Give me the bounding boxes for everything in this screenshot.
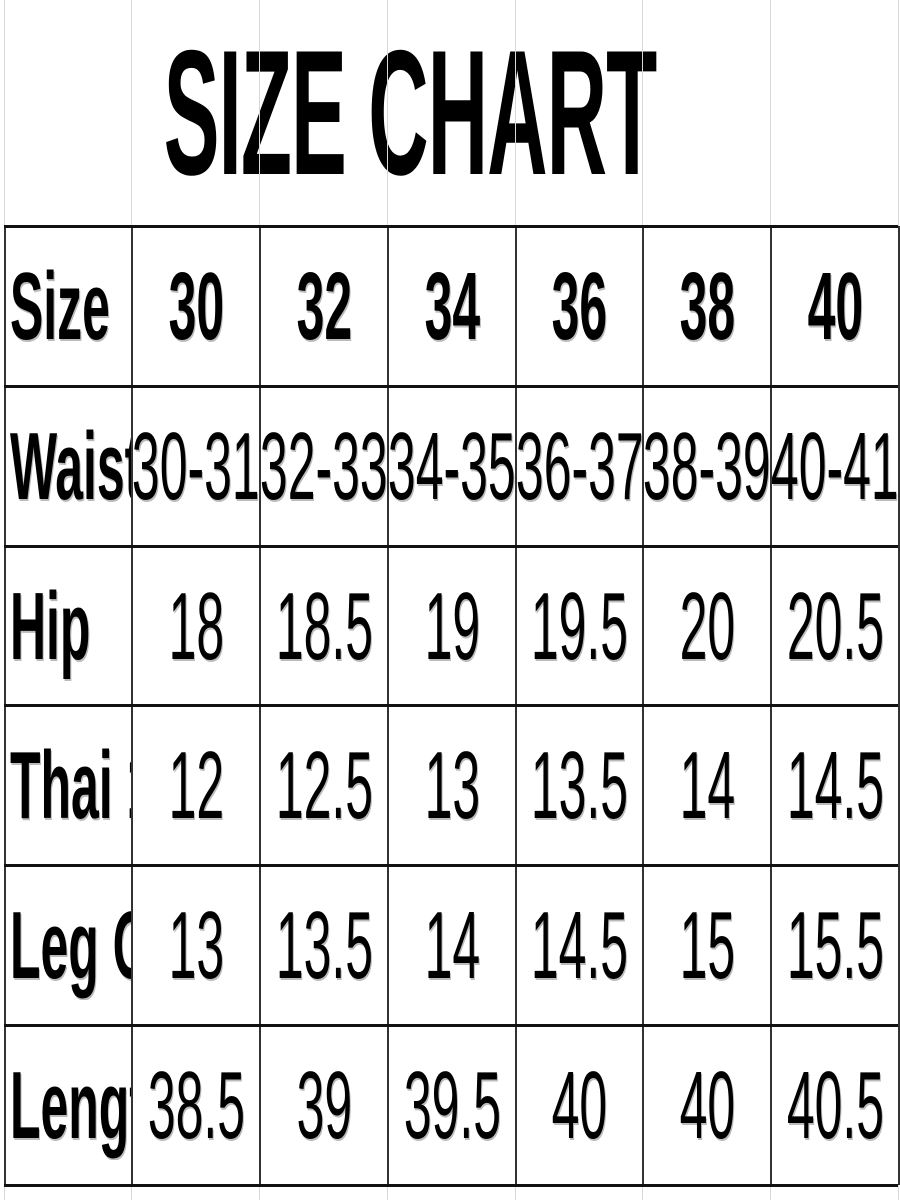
table-cell: 30-31 — [133, 388, 259, 546]
cell-value: 34 — [424, 253, 480, 360]
table-cell: 13 — [389, 707, 515, 865]
cell-value: 30 — [168, 253, 224, 360]
cell-value: 15.5 — [786, 892, 884, 999]
table-cell: 20.5 — [772, 548, 898, 705]
cell-value: 38.5 — [147, 1052, 245, 1159]
cell-value: 13.5 — [275, 892, 373, 999]
table-border — [4, 704, 898, 707]
cell-value: 13 — [168, 892, 224, 999]
row-label-cell: Hip — [6, 548, 131, 705]
cell-value: 34-35 — [389, 413, 515, 520]
cell-value: 15 — [679, 892, 735, 999]
cell-value: 18.5 — [275, 572, 373, 680]
table-cell: 20 — [644, 548, 770, 705]
cell-value: 40-41 — [772, 413, 898, 520]
cell-value: 19.5 — [530, 572, 629, 680]
cell-value: 12.5 — [275, 732, 373, 839]
table-cell: 40 — [644, 1027, 770, 1185]
cell-value: 36-37 — [517, 413, 642, 520]
page-title: SIZE CHART — [150, 24, 670, 202]
table-cell: 14 — [389, 867, 515, 1025]
table-cell: 34-35 — [389, 388, 515, 546]
table-cell: 39.5 — [389, 1027, 515, 1185]
table-cell: 14.5 — [517, 867, 642, 1025]
table-cell: 32 — [261, 228, 387, 386]
cell-value: 19 — [424, 572, 480, 680]
cell-value: 32-33 — [261, 413, 387, 520]
cell-value: 13 — [424, 732, 480, 839]
cell-value: 13.5 — [530, 732, 629, 839]
cell-value: 14 — [679, 732, 735, 839]
cell-value: 30-31 — [133, 413, 259, 520]
cell-value: 12 — [168, 732, 224, 839]
table-cell: 14.5 — [772, 707, 898, 865]
cell-value: 38-39 — [644, 413, 770, 520]
table-cell: 19.5 — [517, 548, 642, 705]
table-cell: 40-41 — [772, 388, 898, 546]
cell-value: 32 — [296, 253, 352, 360]
cell-value: 40 — [551, 1052, 608, 1159]
table-border — [4, 1184, 898, 1187]
table-cell: 15 — [644, 867, 770, 1025]
cell-value: 40 — [679, 1052, 735, 1159]
table-border — [898, 226, 900, 1185]
row-label: Length — [10, 1052, 131, 1159]
cell-value: 14 — [424, 892, 480, 999]
title-text: SIZE CHART — [163, 13, 658, 212]
row-label: Hip — [10, 572, 91, 680]
table-cell: 15.5 — [772, 867, 898, 1025]
table-cell: 39 — [261, 1027, 387, 1185]
row-label-cell: Thai 1/2 — [6, 707, 131, 865]
cell-value: 14.5 — [530, 892, 629, 999]
table-cell: 38.5 — [133, 1027, 259, 1185]
table-border — [4, 864, 898, 867]
table-cell: 12 — [133, 707, 259, 865]
table-border — [4, 225, 898, 228]
cell-value: 38 — [679, 253, 735, 360]
table-cell: 13 — [133, 867, 259, 1025]
row-label: Waist — [10, 413, 131, 520]
cell-value: 18 — [168, 572, 224, 680]
table-cell: 30 — [133, 228, 259, 386]
row-label-cell: Leg Ope — [6, 867, 131, 1025]
row-label: Leg Ope — [10, 892, 131, 999]
table-cell: 18.5 — [261, 548, 387, 705]
cell-value: 14.5 — [786, 732, 884, 839]
table-cell: 12.5 — [261, 707, 387, 865]
table-cell: 40 — [772, 228, 898, 386]
table-cell: 34 — [389, 228, 515, 386]
table-cell: 19 — [389, 548, 515, 705]
row-label: Size — [10, 253, 110, 360]
table-cell: 18 — [133, 548, 259, 705]
cell-value: 20.5 — [786, 572, 884, 680]
table-cell: 36 — [517, 228, 642, 386]
cell-value: 39.5 — [403, 1052, 501, 1159]
table-cell: 14 — [644, 707, 770, 865]
cell-value: 20 — [679, 572, 735, 680]
table-cell: 38-39 — [644, 388, 770, 546]
table-cell: 38 — [644, 228, 770, 386]
table-cell: 13.5 — [261, 867, 387, 1025]
cell-value: 36 — [551, 253, 608, 360]
table-cell: 13.5 — [517, 707, 642, 865]
table-border — [4, 1024, 898, 1027]
row-label-cell: Size — [6, 228, 131, 386]
cell-value: 40.5 — [786, 1052, 884, 1159]
table-border — [4, 385, 898, 388]
table-cell: 40 — [517, 1027, 642, 1185]
table-cell: 40.5 — [772, 1027, 898, 1185]
table-cell: 32-33 — [261, 388, 387, 546]
row-label-cell: Length — [6, 1027, 131, 1185]
cell-value: 40 — [807, 253, 863, 360]
row-label-cell: Waist — [6, 388, 131, 546]
table-cell: 36-37 — [517, 388, 642, 546]
cell-value: 39 — [296, 1052, 352, 1159]
table-border — [4, 545, 898, 548]
row-label: Thai 1/2 — [10, 732, 131, 839]
